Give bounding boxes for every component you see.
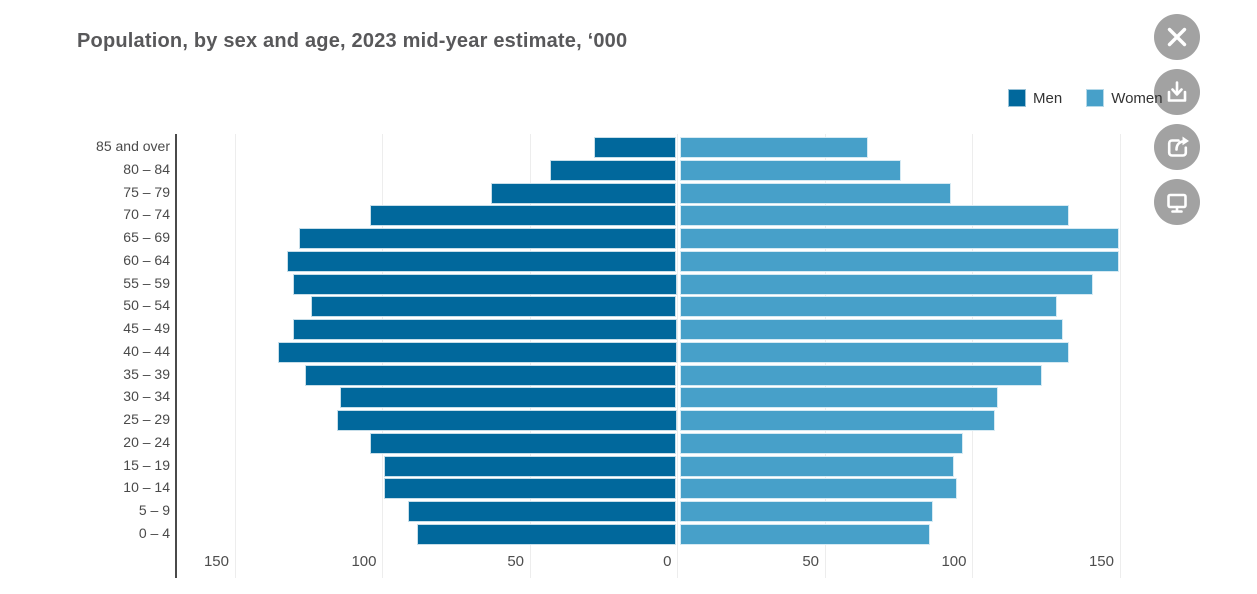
bar-women[interactable] <box>679 159 901 181</box>
women-swatch-icon <box>1086 89 1105 107</box>
display-button[interactable] <box>1154 179 1200 225</box>
y-axis-line <box>174 134 177 578</box>
bar-women[interactable] <box>679 250 1120 272</box>
bar-women[interactable] <box>679 410 996 432</box>
bar-men[interactable] <box>304 364 677 386</box>
download-icon <box>1167 81 1187 102</box>
y-axis-label: 35 – 39 <box>123 365 170 382</box>
y-axis-label: 85 and over <box>96 138 170 154</box>
bar-women[interactable] <box>679 228 1120 250</box>
bar-women[interactable] <box>679 296 1058 318</box>
bar-women[interactable] <box>679 341 1069 363</box>
legend-label-men: Men <box>1033 89 1063 107</box>
gridline <box>234 134 236 578</box>
close-icon <box>1167 27 1187 47</box>
gridline <box>677 134 678 578</box>
bar-women[interactable] <box>679 432 963 454</box>
bar-women[interactable] <box>679 205 1069 227</box>
x-tick-label: 150 <box>203 553 229 570</box>
download-button[interactable] <box>1154 69 1200 115</box>
bar-women[interactable] <box>679 137 869 158</box>
bar-men[interactable] <box>340 387 677 409</box>
bar-men[interactable] <box>490 182 677 204</box>
bar-men[interactable] <box>298 228 677 250</box>
bar-men[interactable] <box>310 296 677 318</box>
x-tick-label: 150 <box>1088 553 1114 570</box>
x-tick-label: 50 <box>507 553 524 570</box>
display-icon <box>1167 193 1187 213</box>
bar-men[interactable] <box>384 455 677 477</box>
bar-men[interactable] <box>416 523 677 545</box>
bar-men[interactable] <box>408 501 677 523</box>
bar-men[interactable] <box>549 159 677 181</box>
x-tick-label: 0 <box>663 553 672 570</box>
bar-men[interactable] <box>293 273 677 295</box>
y-axis-label: 75 – 79 <box>123 183 170 200</box>
y-axis-label: 10 – 14 <box>123 479 170 496</box>
y-axis-label: 15 – 19 <box>123 456 170 473</box>
legend-item-men[interactable]: Men <box>1008 89 1062 107</box>
y-axis-label: 0 – 4 <box>138 524 170 541</box>
y-axis-label: 70 – 74 <box>123 206 170 223</box>
x-tick-label: 50 <box>802 553 819 570</box>
y-axis-label: 20 – 24 <box>123 433 170 450</box>
bar-men[interactable] <box>287 250 677 272</box>
legend-label-women: Women <box>1111 89 1163 107</box>
close-button[interactable] <box>1154 14 1200 60</box>
bar-women[interactable] <box>679 478 957 500</box>
bar-women[interactable] <box>679 182 951 204</box>
y-axis-label: 80 – 84 <box>123 160 170 177</box>
x-tick-label: 100 <box>351 553 377 570</box>
y-axis-label: 25 – 29 <box>123 411 170 428</box>
share-button[interactable] <box>1154 124 1200 170</box>
bar-men[interactable] <box>278 341 677 363</box>
y-axis-label: 60 – 64 <box>123 251 170 268</box>
bar-men[interactable] <box>593 137 677 158</box>
men-swatch-icon <box>1008 89 1026 107</box>
y-axis-label: 30 – 34 <box>123 388 170 405</box>
bar-women[interactable] <box>679 273 1093 295</box>
y-axis-label: 5 – 9 <box>138 502 170 519</box>
bar-men[interactable] <box>337 410 677 432</box>
toolbar <box>1154 14 1200 234</box>
chart-title: Population, by sex and age, 2023 mid-yea… <box>77 30 628 52</box>
share-icon <box>1167 136 1189 157</box>
gridline <box>1119 134 1121 578</box>
bar-women[interactable] <box>679 523 931 545</box>
y-axis-label: 55 – 59 <box>123 274 170 291</box>
y-axis-label: 65 – 69 <box>123 229 170 246</box>
y-axis-label: 50 – 54 <box>123 297 170 314</box>
bar-women[interactable] <box>679 501 934 523</box>
bar-women[interactable] <box>679 387 999 409</box>
legend: Men Women <box>1008 89 1163 107</box>
bar-men[interactable] <box>369 432 677 454</box>
bar-women[interactable] <box>679 364 1043 386</box>
bar-men[interactable] <box>293 319 677 341</box>
bar-men[interactable] <box>384 478 677 500</box>
bar-women[interactable] <box>679 319 1063 341</box>
bar-women[interactable] <box>679 455 954 477</box>
legend-item-women[interactable]: Women <box>1086 89 1163 107</box>
y-axis-label: 40 – 44 <box>123 342 170 359</box>
x-tick-label: 100 <box>941 553 967 570</box>
bar-men[interactable] <box>369 205 677 227</box>
y-axis-label: 45 – 49 <box>123 320 170 337</box>
